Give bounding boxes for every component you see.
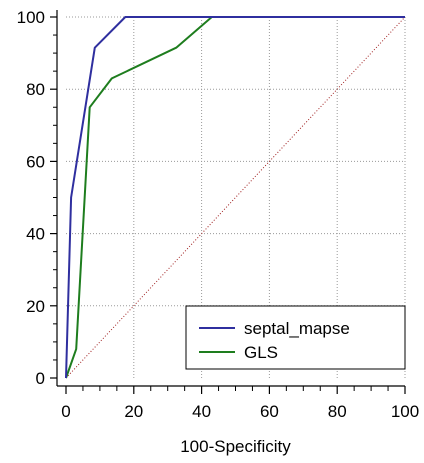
- x-tick-label: 40: [192, 402, 211, 421]
- x-tick-label: 100: [391, 402, 419, 421]
- y-tick-label: 40: [26, 225, 45, 244]
- x-axis-title: 100-Specificity: [180, 437, 291, 456]
- y-tick-label: 80: [26, 80, 45, 99]
- legend-label: GLS: [244, 343, 278, 362]
- y-tick-label: 0: [36, 369, 45, 388]
- y-tick-label: 60: [26, 152, 45, 171]
- y-tick-label: 20: [26, 297, 45, 316]
- x-tick-label: 80: [328, 402, 347, 421]
- x-tick-label: 0: [61, 402, 70, 421]
- x-tick-label: 20: [124, 402, 143, 421]
- x-tick-label: 60: [260, 402, 279, 421]
- legend-label: septal_mapse: [244, 319, 350, 338]
- y-tick-label: 100: [17, 8, 45, 27]
- legend: septal_mapse GLS: [186, 306, 405, 369]
